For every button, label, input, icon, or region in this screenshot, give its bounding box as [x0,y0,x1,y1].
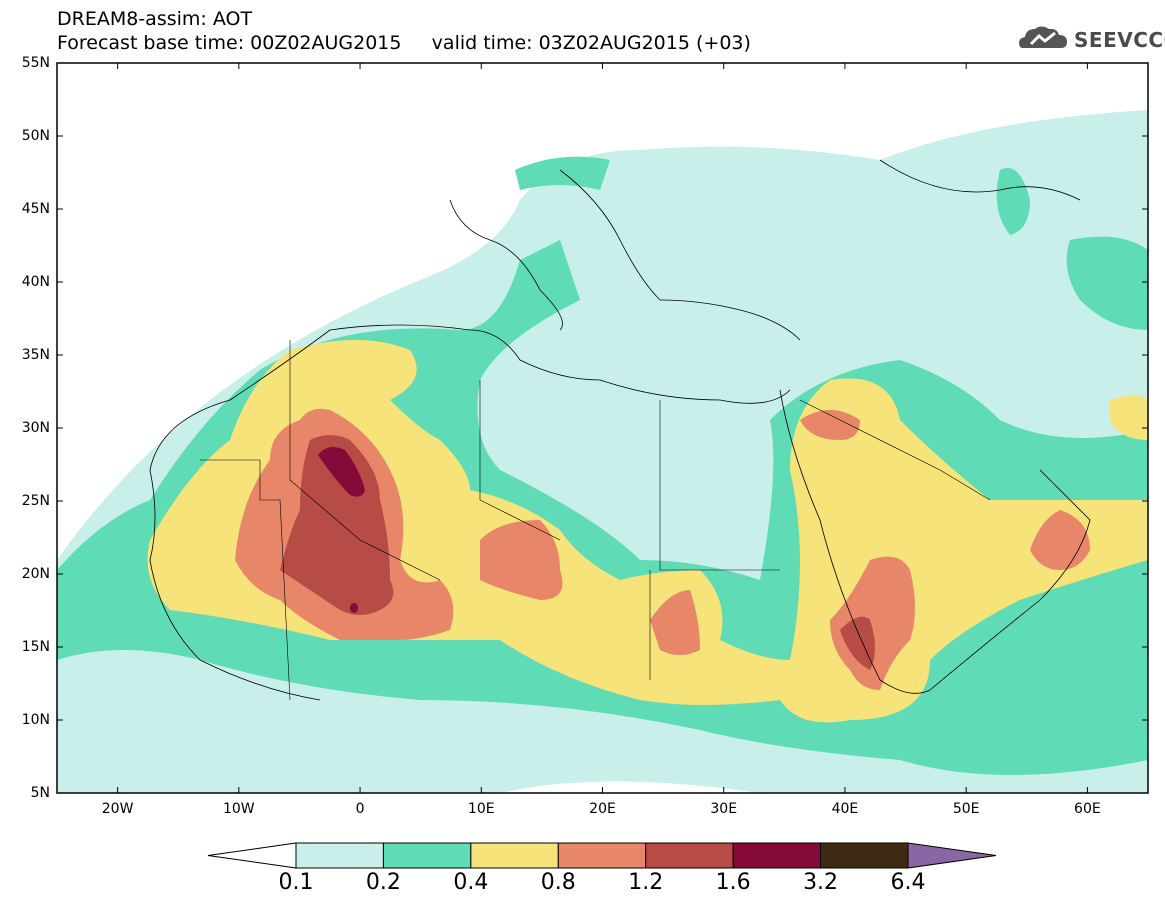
lat-label: 35N [21,347,50,363]
logo-text: SEEVCCC [1074,28,1165,52]
colorbar-level-label: 0.4 [453,870,489,895]
chart-title: DREAM8-assim: AOT [57,8,253,30]
colorbar-level-label: 1.6 [715,870,751,895]
seevccc-logo: SEEVCCC [1017,22,1165,56]
lon-label: 10W [222,801,255,817]
lon-label: 20E [589,801,616,817]
colorbar-segment [382,842,472,869]
axis-ticks [57,62,1148,794]
colorbar-high-extend [907,842,997,869]
lat-label: 30N [21,420,50,436]
lat-label: 25N [21,493,50,509]
lat-label: 10N [21,712,50,728]
colorbar-level-label: 0.1 [278,870,314,895]
lat-label: 50N [21,128,50,144]
lon-label: 40E [831,801,859,817]
aot-band-1.2 [280,435,875,670]
colorbar-segment [557,842,647,869]
colorbar-level-label: 6.4 [890,870,926,895]
colorbar-segment [732,842,822,869]
colorbar-level-label: 1.2 [628,870,664,895]
lat-label: 40N [21,274,50,290]
colorbar-segment [645,842,734,869]
lon-label: 20W [101,801,134,817]
lon-label: 30E [710,801,738,817]
lon-label: 60E [1074,801,1101,817]
colorbar-level-label: 3.2 [803,870,839,895]
lat-label: 15N [21,639,50,655]
colorbar-segment [820,842,909,869]
colorbar-segment [295,842,384,869]
aot-band-1.6 [318,446,365,613]
lat-label: 5N [30,785,50,801]
coastlines [149,159,1091,701]
lat-label: 55N [21,55,50,71]
cloud-icon [1019,26,1067,48]
lat-label: 45N [21,201,50,217]
borders [200,340,991,701]
colorbar-level-label: 0.2 [365,870,401,895]
colorbar-low-extend [207,842,297,869]
lat-label: 20N [21,566,50,582]
forecast-time-line: Forecast base time: 00Z02AUG2015 valid t… [57,32,751,54]
lon-label: 0 [355,801,365,817]
colorbar-level-label: 0.8 [540,870,576,895]
lon-label: 10E [467,801,495,817]
colorbar-segment [470,842,559,869]
lon-label: 50E [952,801,980,817]
